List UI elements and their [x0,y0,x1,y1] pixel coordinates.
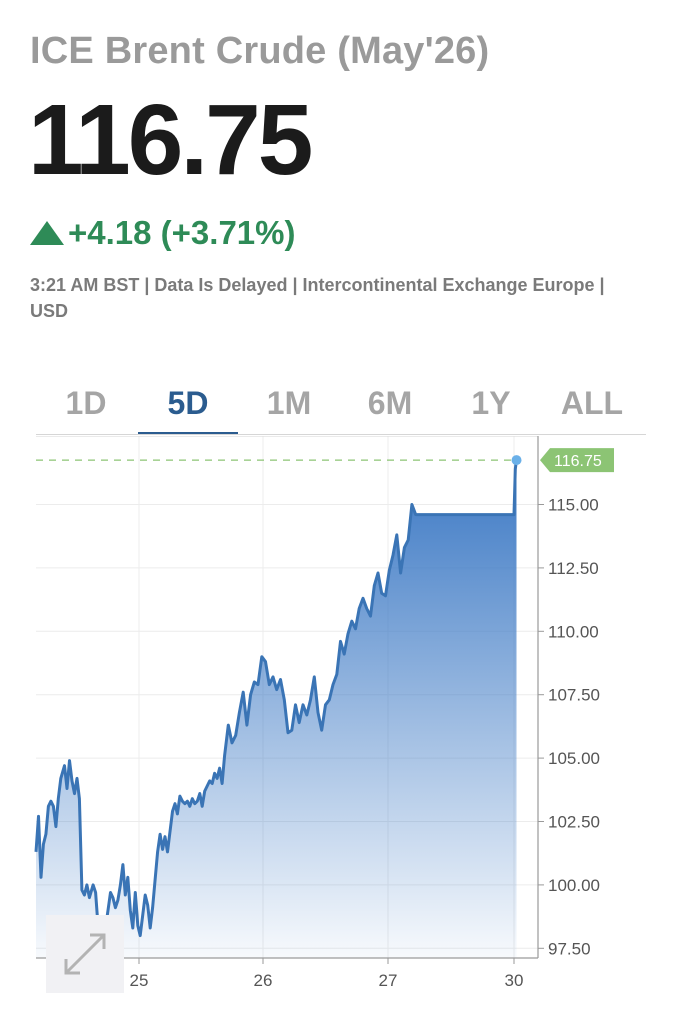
tab-1y[interactable]: 1Y [471,385,511,421]
y-tick-label: 107.50 [548,686,600,705]
price-area-fill [36,460,517,958]
y-tick-label: 100.00 [548,876,600,895]
x-tick-label: 30 [505,971,524,990]
expand-icon [64,933,106,975]
y-tick-label: 105.00 [548,749,600,768]
price-change: +4.18 (+3.71%) [30,214,296,252]
tab-6m[interactable]: 6M [367,385,413,421]
y-tick-label: 112.50 [548,559,599,578]
quote-meta: 3:21 AM BST | Data Is Delayed | Intercon… [30,275,605,321]
tab-1m[interactable]: 1M [266,385,312,421]
price-change-value: +4.18 (+3.71%) [68,214,296,251]
y-tick-label: 115.00 [548,496,599,515]
last-price-dot [511,455,522,466]
last-price-tag: 116.75 [540,448,614,473]
expand-chart-button[interactable] [46,915,124,993]
active-tab-indicator [138,432,238,435]
last-price: 116.75 [28,84,313,196]
range-tabs: 1D 5D 1M 6M 1Y ALL [36,378,646,436]
tabs-divider [36,434,646,435]
y-axis: 97.50 100.00 102.50 105.00 107.50 110.00 112.5… [537,436,600,958]
y-tick-label: 102.50 [548,813,600,832]
instrument-title: ICE Brent Crude (May'26) [30,30,490,72]
tab-1d[interactable]: 1D [65,385,107,421]
triangle-up-icon [30,221,64,245]
tab-5d[interactable]: 5D [167,385,209,421]
y-tick-label: 110.00 [548,622,599,641]
x-tick-label: 27 [379,971,398,990]
y-tick-label: 97.50 [548,939,591,958]
tab-all[interactable]: ALL [560,385,624,421]
x-tick-label: 25 [130,971,149,990]
last-price-tag-label: 116.75 [554,453,602,470]
x-tick-label: 26 [254,971,273,990]
